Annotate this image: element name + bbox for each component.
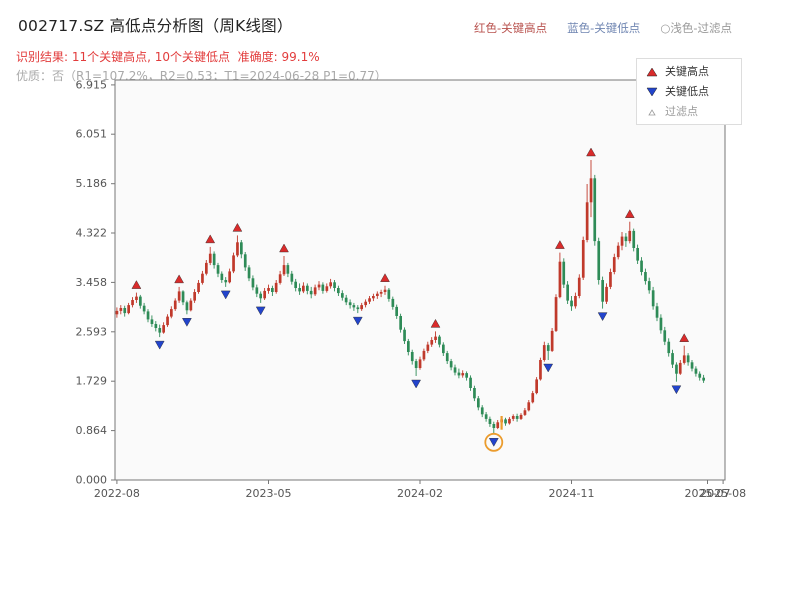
svg-text:0.000: 0.000 — [76, 474, 108, 487]
legend-row-filter: 过滤点 — [646, 106, 732, 117]
svg-text:2024-11: 2024-11 — [549, 487, 595, 500]
legend-row-key-high: 关键高点 — [646, 66, 732, 77]
svg-text:4.322: 4.322 — [76, 227, 108, 240]
svg-text:3.458: 3.458 — [76, 276, 108, 289]
legend-item-label: 过滤点 — [665, 105, 698, 118]
color-legend: 红色-关键高点 蓝色-关键低点 ○浅色-过滤点 — [474, 20, 732, 36]
svg-text:2022-08: 2022-08 — [94, 487, 140, 500]
chart-legend: 关键高点 关键低点 过滤点 — [636, 58, 742, 125]
key-low-marker-icon — [646, 87, 658, 96]
svg-text:2024-02: 2024-02 — [397, 487, 443, 500]
recognition-result: 识别结果: 11个关键高点, 10个关键低点 准确度: 99.1% — [16, 50, 320, 64]
svg-text:2025-08: 2025-08 — [700, 487, 746, 500]
page-title: 002717.SZ 高低点分析图（周K线图） — [18, 17, 293, 35]
legend-row-key-low: 关键低点 — [646, 86, 732, 97]
svg-text:6.915: 6.915 — [76, 78, 108, 91]
legend-key-high-text: 红色-关键高点 — [474, 21, 548, 35]
legend-item-label: 关键高点 — [665, 65, 709, 78]
svg-text:6.051: 6.051 — [76, 128, 108, 141]
svg-text:2025-07: 2025-07 — [685, 487, 731, 500]
svg-text:2.593: 2.593 — [76, 325, 108, 338]
svg-text:5.186: 5.186 — [76, 177, 108, 190]
legend-key-low-text: 蓝色-关键低点 — [567, 21, 641, 35]
svg-text:2023-05: 2023-05 — [246, 487, 292, 500]
legend-item-label: 关键低点 — [665, 85, 709, 98]
filter-marker-icon — [648, 108, 656, 115]
key-high-marker-icon — [646, 67, 658, 76]
svg-text:0.864: 0.864 — [76, 424, 108, 437]
svg-text:1.729: 1.729 — [76, 375, 108, 388]
legend-filter-text: ○浅色-过滤点 — [660, 21, 732, 35]
